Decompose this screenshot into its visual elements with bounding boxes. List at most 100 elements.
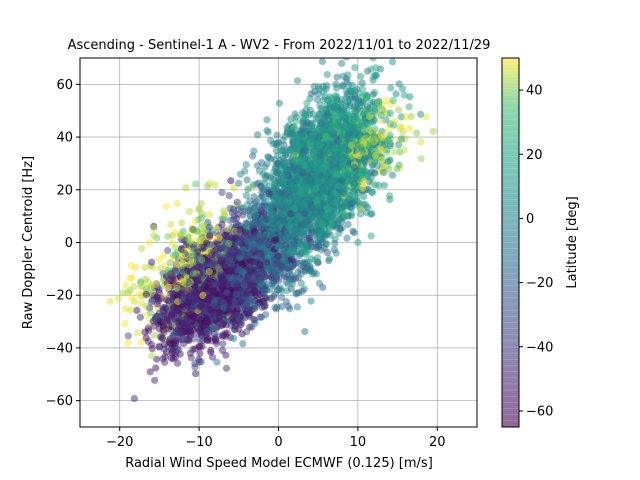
scatter-point (417, 110, 425, 118)
scatter-point (368, 188, 376, 197)
scatter-point (173, 199, 181, 208)
scatter-point (323, 82, 331, 90)
scatter-point (192, 180, 200, 188)
scatter-point (370, 72, 378, 80)
scatter-point (288, 272, 296, 280)
scatter-point (312, 270, 320, 278)
scatter-point (124, 332, 132, 340)
scatter-point (280, 256, 288, 264)
scatter-point (386, 120, 394, 128)
scatter-point (343, 91, 351, 99)
scatter-point (309, 243, 317, 251)
scatter-point (261, 175, 269, 183)
scatter-point (171, 339, 180, 347)
scatter-point (297, 279, 305, 287)
scatter-point (130, 282, 138, 291)
scatter-point (142, 290, 150, 298)
scatter-point (157, 333, 165, 341)
scatter-point (320, 244, 328, 252)
scatter-point (155, 288, 163, 296)
scatter-point (371, 151, 380, 159)
scatter-point (263, 265, 271, 273)
scatter-point (219, 340, 227, 348)
scatter-point (207, 346, 215, 355)
scatter-point (218, 220, 226, 228)
scatter-point (164, 283, 172, 291)
scatter-point (337, 203, 345, 211)
scatter-point (292, 289, 301, 297)
scatter-point (138, 244, 146, 252)
scatter-point (160, 340, 169, 348)
scatter-point (145, 238, 153, 247)
scatter-point (142, 334, 150, 342)
scatter-point (249, 152, 257, 160)
scatter-point (369, 91, 377, 99)
scatter-point (274, 225, 282, 233)
scatter-point (218, 188, 226, 197)
scatter-point (173, 359, 182, 367)
scatter-point (369, 58, 377, 62)
scatter-point (389, 58, 397, 66)
scatter-point (378, 117, 386, 125)
scatter-point (371, 107, 379, 115)
scatter-point (286, 179, 294, 187)
scatter-point (286, 266, 294, 274)
scatter-point (406, 93, 414, 101)
scatter-point (273, 131, 281, 139)
scatter-point (276, 145, 284, 154)
scatter-point (407, 112, 415, 121)
data-points (106, 58, 437, 403)
scatter-point (312, 115, 320, 123)
scatter-point (385, 165, 393, 173)
scatter-point (294, 268, 302, 276)
scatter-point (151, 376, 159, 384)
scatter-point (274, 166, 282, 174)
scatter-point (203, 182, 211, 190)
scatter-point (261, 163, 269, 171)
scatter-point (256, 313, 264, 321)
scatter-point (394, 141, 403, 149)
scatter-point (392, 90, 400, 98)
scatter-point (180, 335, 188, 343)
scatter-point (307, 297, 315, 305)
scatter-point (227, 177, 235, 185)
scatter-point (350, 180, 358, 188)
scatter-point (225, 192, 233, 200)
scatter-point (132, 263, 140, 272)
scatter-point (330, 246, 338, 254)
scatter-point (367, 232, 375, 240)
scatter-point (318, 172, 326, 180)
scatter-point (198, 329, 206, 337)
scatter-point (246, 197, 254, 205)
scatter-point (386, 109, 394, 117)
scatter-point (242, 192, 250, 200)
scatter-point (400, 146, 408, 154)
scatter-point (242, 161, 250, 169)
scatter-point (209, 353, 217, 361)
scatter-point (173, 260, 181, 269)
scatter-point (393, 165, 401, 173)
scatter-point (175, 315, 183, 323)
scatter-point (386, 157, 394, 165)
scatter-point (150, 322, 158, 330)
scatter-point (262, 311, 270, 319)
scatter-point (307, 90, 316, 98)
scatter-point (230, 184, 238, 192)
scatter-point (249, 297, 257, 305)
scatter-point (358, 79, 366, 87)
scatter-point (284, 302, 293, 310)
scatter-point (196, 349, 204, 357)
scatter-point (187, 354, 195, 362)
scatter-point (222, 364, 231, 372)
scatter-point (318, 58, 326, 66)
scatter-point (256, 237, 264, 245)
scatter-point (211, 181, 219, 189)
scatter-point (386, 142, 394, 150)
scatter-point (344, 220, 352, 229)
scatter-point (317, 208, 325, 216)
scatter-point (340, 106, 348, 114)
scatter-point (370, 116, 378, 125)
scatter-point (277, 287, 285, 295)
scatter-point (178, 219, 186, 227)
